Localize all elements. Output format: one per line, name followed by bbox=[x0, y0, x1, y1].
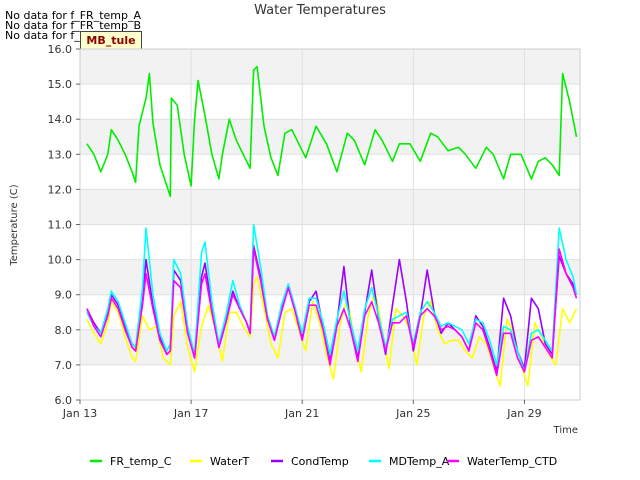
y-tick-label: 8.0 bbox=[55, 324, 73, 337]
chart-title: Water Temperatures bbox=[254, 3, 386, 18]
background-band bbox=[80, 189, 580, 225]
y-axis-title: Temperature (C) bbox=[9, 184, 20, 266]
no-data-message-2: No data for f_FR_temp_B bbox=[5, 19, 142, 32]
site-badge: MB_tule bbox=[80, 31, 142, 51]
background-band bbox=[80, 49, 580, 85]
y-tick-label: 9.0 bbox=[55, 289, 73, 302]
legend: FR_temp_C WaterT CondTemp MDTemp_A WaterTemp… bbox=[90, 455, 557, 468]
x-tick-label: Jan 29 bbox=[506, 407, 541, 420]
legend-label-watert: WaterT bbox=[210, 455, 250, 468]
x-axis-title: Time bbox=[553, 425, 578, 436]
y-tick-label: 16.0 bbox=[48, 43, 73, 56]
x-tick-label: Jan 13 bbox=[62, 407, 97, 420]
no-data-message-1: No data for f_FR_temp_A bbox=[5, 9, 141, 22]
series-line-watertemp-ctd bbox=[86, 248, 578, 377]
legend-label-watertemp-ctd: WaterTemp_CTD bbox=[467, 455, 557, 468]
series-layer bbox=[86, 65, 578, 387]
y-tick-label: 6.0 bbox=[55, 394, 73, 407]
background-band bbox=[80, 119, 580, 155]
y-tick-label: 14.0 bbox=[48, 113, 73, 126]
series-line-fr-temp-c bbox=[86, 65, 578, 198]
x-axis-ticks: Jan 13 Jan 17 Jan 21 Jan 25 Jan 29 bbox=[62, 400, 542, 420]
y-tick-label: 15.0 bbox=[48, 78, 73, 91]
legend-label-fr-temp-c: FR_temp_C bbox=[110, 455, 172, 468]
legend-label-mdtemp-a: MDTemp_A bbox=[389, 455, 450, 468]
y-tick-label: 13.0 bbox=[48, 148, 73, 161]
series-line-mdtemp-a bbox=[86, 223, 578, 373]
y-tick-label: 12.0 bbox=[48, 183, 73, 196]
legend-label-condtemp: CondTemp bbox=[291, 455, 349, 468]
y-tick-label: 11.0 bbox=[48, 219, 73, 232]
y-tick-label: 10.0 bbox=[48, 254, 73, 267]
x-tick-label: Jan 25 bbox=[395, 407, 430, 420]
y-tick-label: 7.0 bbox=[55, 359, 73, 372]
x-tick-label: Jan 17 bbox=[173, 407, 208, 420]
y-axis-ticks: 6.0 7.0 8.0 9.0 10.0 11.0 12.0 13.0 14.0 15.0 16.0 bbox=[48, 43, 80, 407]
x-tick-label: Jan 21 bbox=[284, 407, 319, 420]
background-band bbox=[80, 259, 580, 295]
